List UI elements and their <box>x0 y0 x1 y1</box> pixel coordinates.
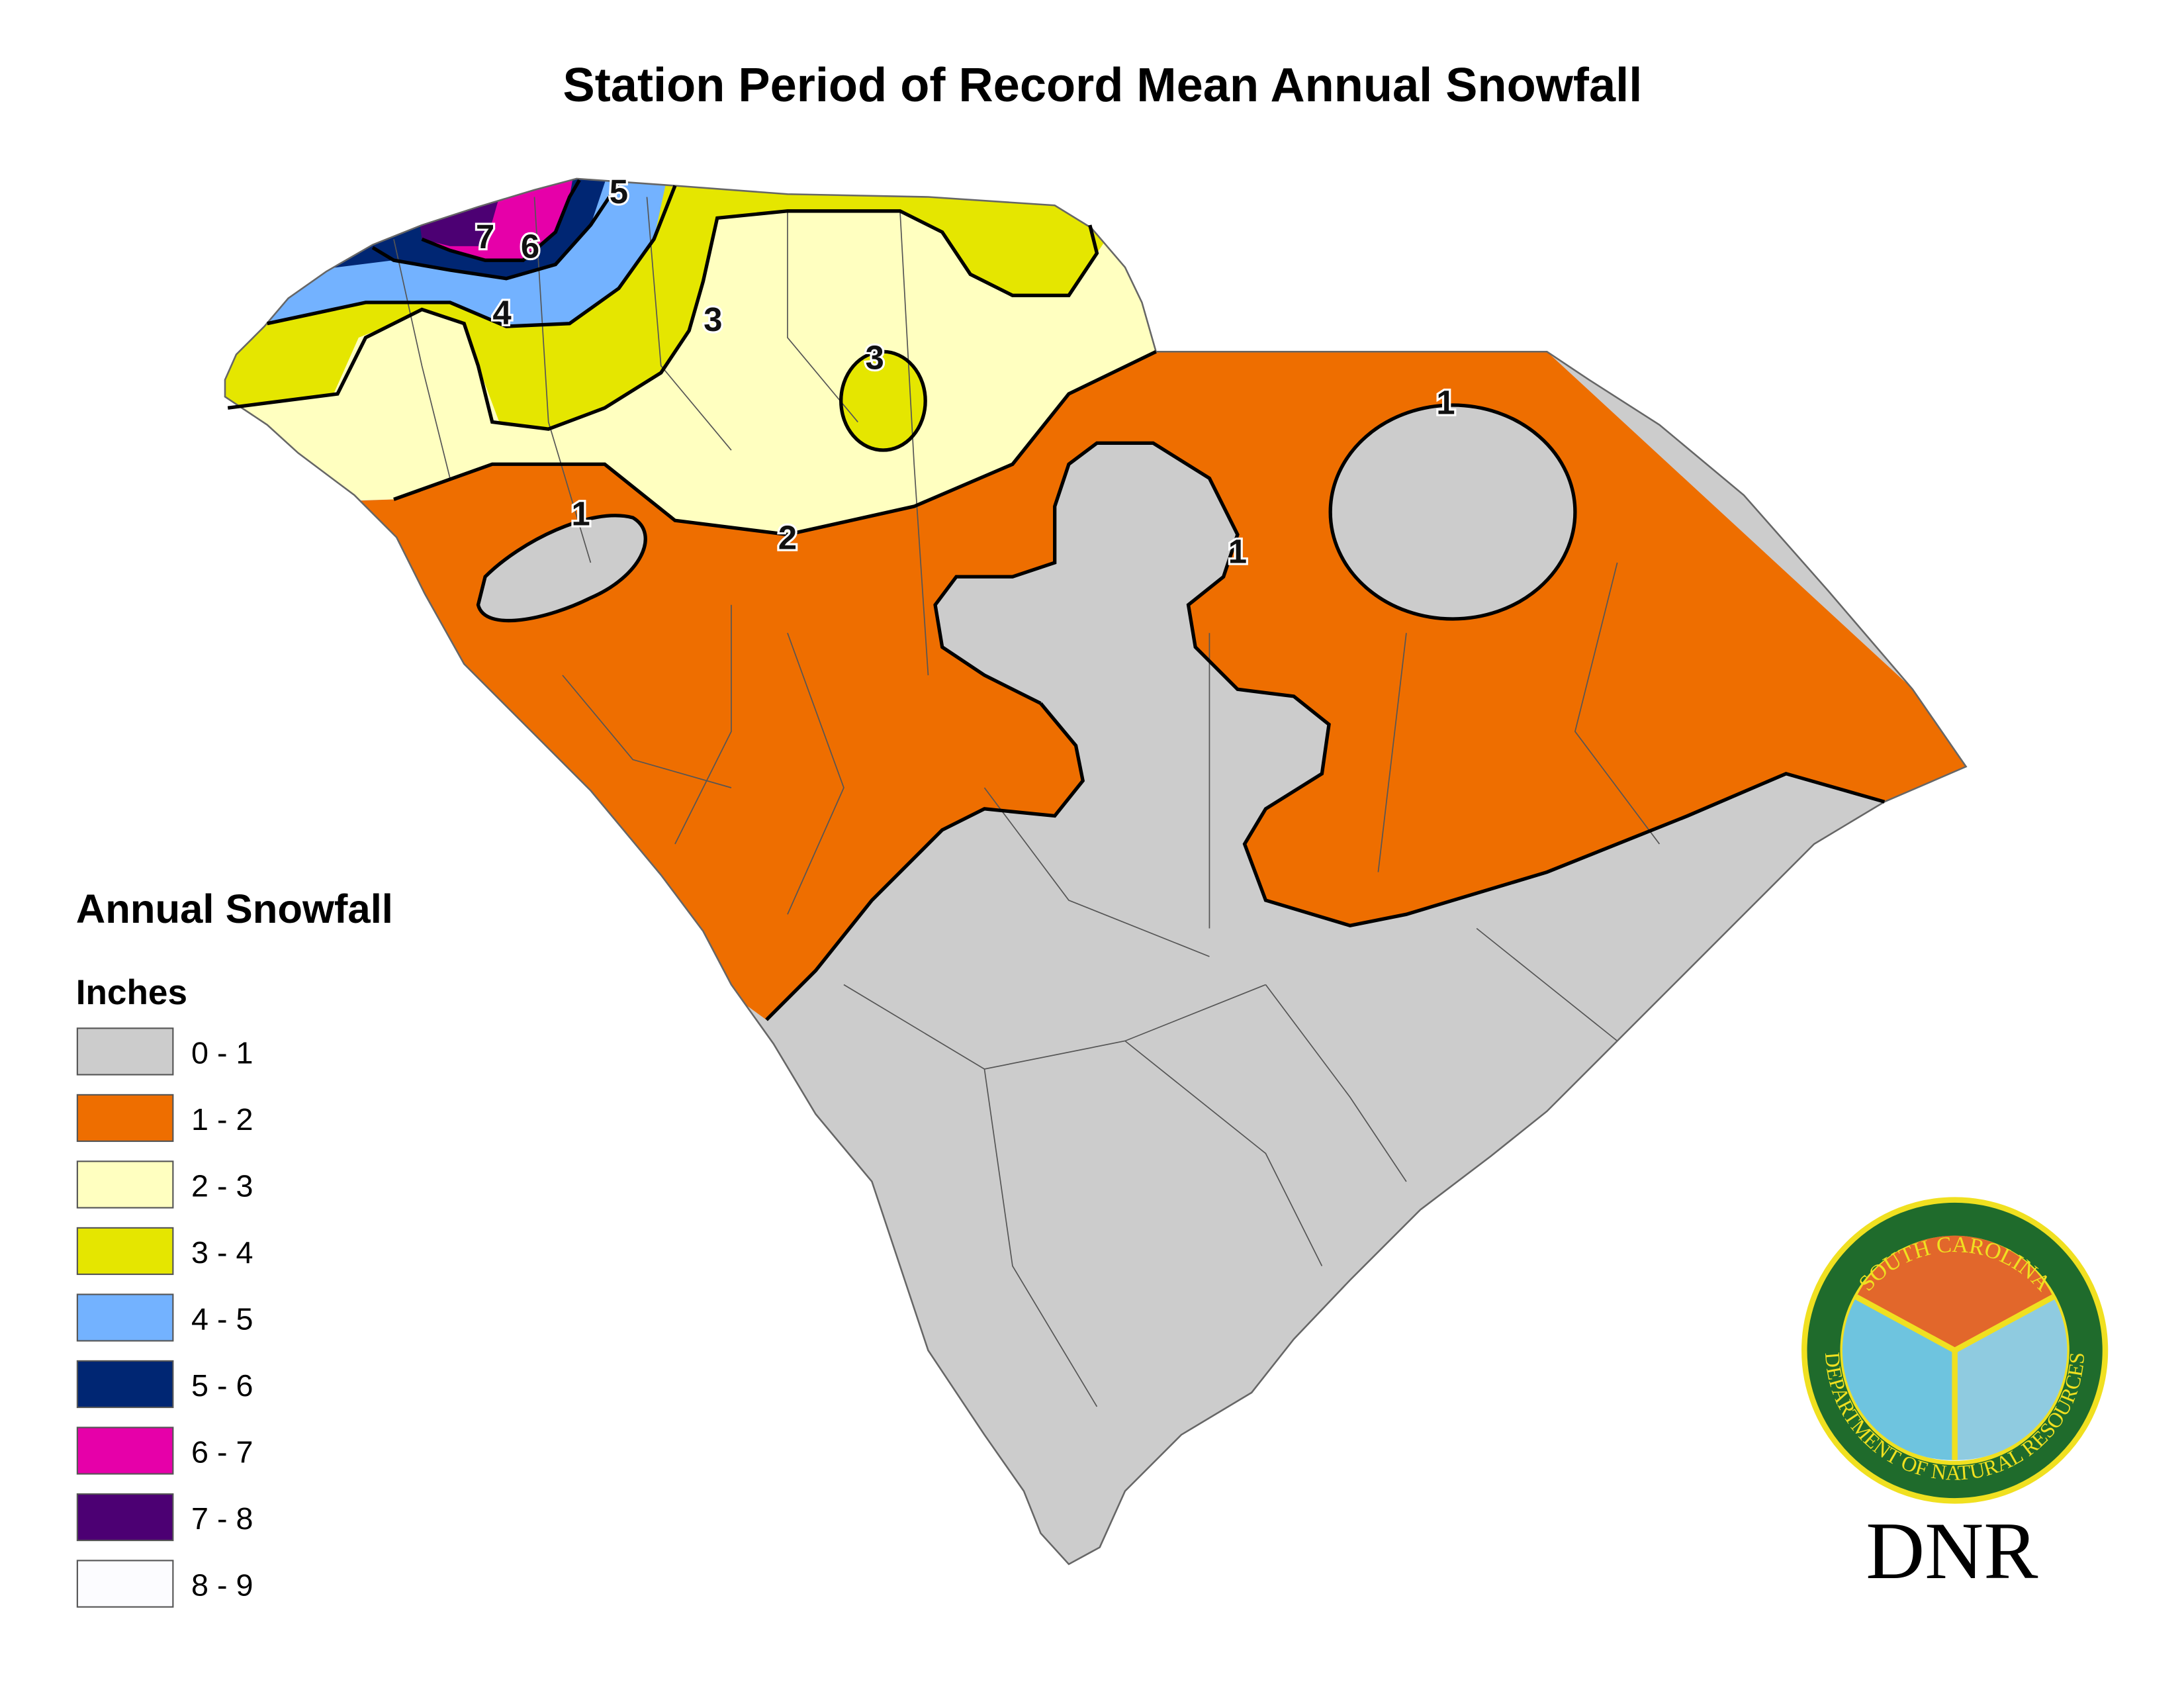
legend-label: 7 - 8 <box>191 1501 253 1536</box>
legend: Annual Snowfall Inches 0 - 1 1 - 2 2 - 3 3 … <box>76 886 393 1608</box>
dnr-logo: SOUTH CAROLINA DEPARTMENT OF NATURAL RES… <box>1801 1197 2109 1596</box>
contour-label: 1 <box>571 494 590 532</box>
contour-lines <box>227 179 1886 1021</box>
zone-0-1-east <box>1330 405 1575 620</box>
legend-label: 0 - 1 <box>191 1035 253 1070</box>
legend-label: 6 - 7 <box>191 1435 253 1470</box>
zone-3-4-pocket <box>841 352 926 451</box>
snowfall-zones <box>224 178 1966 1564</box>
contour-label: 5 <box>610 173 628 211</box>
legend-swatch <box>76 1560 174 1608</box>
legend-label: 5 - 6 <box>191 1368 253 1403</box>
legend-title: Annual Snowfall <box>76 886 393 932</box>
contour-label: 7 <box>476 218 494 256</box>
map-title: Station Period of Record Mean Annual Sno… <box>563 59 1643 112</box>
legend-label: 4 - 5 <box>191 1302 253 1336</box>
contour-label: 2 <box>778 518 797 556</box>
contour-label: 3 <box>866 338 884 376</box>
legend-label: 2 - 3 <box>191 1169 253 1203</box>
legend-swatch <box>76 1094 174 1143</box>
legend-swatch <box>76 1427 174 1475</box>
legend-label: 3 - 4 <box>191 1235 253 1270</box>
contour-label: 1 <box>1228 533 1247 571</box>
logo-name: DNR <box>1866 1505 2038 1596</box>
legend-swatch <box>76 1027 174 1076</box>
legend-swatch <box>76 1360 174 1409</box>
legend-label: 8 - 9 <box>191 1568 253 1603</box>
legend-label: 1 - 2 <box>191 1102 253 1137</box>
zone-0-1-west <box>478 515 646 621</box>
contour-labels: 7 6 5 4 3 3 1 2 1 1 <box>474 171 1457 573</box>
legend-unit: Inches <box>76 973 187 1012</box>
contour-label: 6 <box>521 228 539 265</box>
contour-label: 1 <box>1436 383 1455 421</box>
legend-swatch <box>76 1493 174 1542</box>
legend-swatch <box>76 1160 174 1209</box>
contour-label: 3 <box>704 301 722 338</box>
county-lines <box>393 197 1661 1407</box>
contour-label: 4 <box>492 293 512 331</box>
legend-swatch <box>76 1293 174 1342</box>
legend-swatch <box>76 1227 174 1276</box>
